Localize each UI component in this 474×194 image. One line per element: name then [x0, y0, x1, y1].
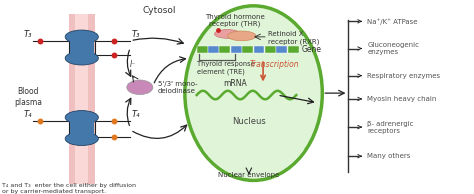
Ellipse shape [214, 30, 240, 38]
Point [110, 120, 118, 123]
Bar [231, 46, 242, 53]
Bar [69, 14, 95, 184]
Text: T₄: T₄ [24, 110, 32, 119]
Text: Cytosol: Cytosol [142, 6, 175, 15]
Point [110, 39, 118, 42]
Ellipse shape [65, 111, 99, 124]
Point [36, 39, 44, 42]
Bar [208, 46, 219, 53]
Bar [75, 14, 88, 184]
Text: Respiratory enzymes: Respiratory enzymes [367, 73, 440, 79]
Ellipse shape [127, 80, 153, 95]
Text: Nuclear envelope: Nuclear envelope [218, 172, 280, 178]
Bar [70, 117, 93, 139]
Text: β- adrenergic
receptors: β- adrenergic receptors [367, 120, 414, 134]
Text: Nucleus: Nucleus [232, 117, 266, 126]
Bar [254, 46, 264, 53]
Point [110, 135, 118, 138]
Text: Thyroid hormone
receptor (THR): Thyroid hormone receptor (THR) [205, 14, 264, 27]
Text: T₄ and T₃  enter the cell either by diffusion
or by carrier-mediated transport.: T₄ and T₃ enter the cell either by diffu… [2, 183, 137, 194]
Bar [219, 46, 230, 53]
Bar [265, 46, 276, 53]
Point [36, 120, 44, 123]
Text: mRNA: mRNA [223, 79, 246, 88]
Text: Retinoid X
receptor (RXR): Retinoid X receptor (RXR) [268, 31, 319, 45]
Text: Myosin heavy chain: Myosin heavy chain [367, 96, 437, 102]
Ellipse shape [228, 31, 256, 41]
Text: Na⁺/K⁺ ATPase: Na⁺/K⁺ ATPase [367, 18, 418, 25]
Text: I⁻: I⁻ [129, 60, 136, 69]
Bar [197, 46, 208, 53]
Ellipse shape [185, 6, 322, 180]
Point [110, 54, 118, 57]
Text: Many others: Many others [367, 153, 411, 159]
Ellipse shape [65, 30, 99, 44]
Point [214, 29, 222, 32]
Bar [288, 46, 299, 53]
Bar [276, 46, 287, 53]
Text: Gene: Gene [301, 45, 321, 54]
Text: Transcription: Transcription [250, 61, 300, 69]
Text: T₄: T₄ [132, 110, 140, 119]
Bar [242, 46, 253, 53]
Text: Gluconeogenic
enzymes: Gluconeogenic enzymes [367, 42, 419, 55]
Bar [70, 37, 93, 58]
Text: Thyroid response
element (TRE): Thyroid response element (TRE) [197, 61, 255, 75]
Text: T₃: T₃ [132, 30, 140, 39]
Text: 5'/3' mono-
deiodinase: 5'/3' mono- deiodinase [158, 81, 198, 94]
Text: T₃: T₃ [24, 30, 32, 39]
Text: Blood
plasma: Blood plasma [14, 87, 43, 107]
Ellipse shape [65, 51, 99, 65]
Ellipse shape [65, 132, 99, 146]
